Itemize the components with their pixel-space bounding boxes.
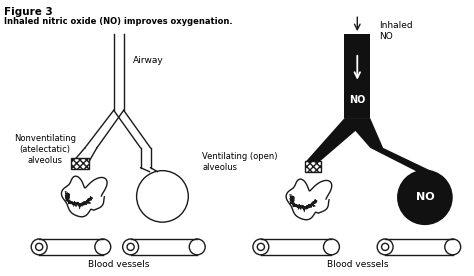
Text: Ventilating (open)
alveolus: Ventilating (open) alveolus <box>202 152 278 172</box>
Text: Blood vessels: Blood vessels <box>88 260 149 269</box>
Text: NO: NO <box>379 157 395 175</box>
Bar <box>345 34 370 118</box>
Bar <box>71 158 89 169</box>
Circle shape <box>397 170 453 225</box>
Bar <box>305 161 320 172</box>
Text: Nonventilating
(atelectatic)
alveolus: Nonventilating (atelectatic) alveolus <box>14 134 76 166</box>
Polygon shape <box>345 118 433 172</box>
Text: NO: NO <box>416 192 434 202</box>
Text: Inhaled nitric oxide (NO) improves oxygenation.: Inhaled nitric oxide (NO) improves oxyge… <box>4 17 233 26</box>
Text: Inhaled
NO: Inhaled NO <box>379 21 413 41</box>
Text: Blood vessels: Blood vessels <box>327 260 388 269</box>
Text: Airway: Airway <box>133 56 164 65</box>
Text: NO: NO <box>349 95 365 105</box>
Polygon shape <box>306 118 370 162</box>
Text: Figure 3: Figure 3 <box>4 7 53 17</box>
